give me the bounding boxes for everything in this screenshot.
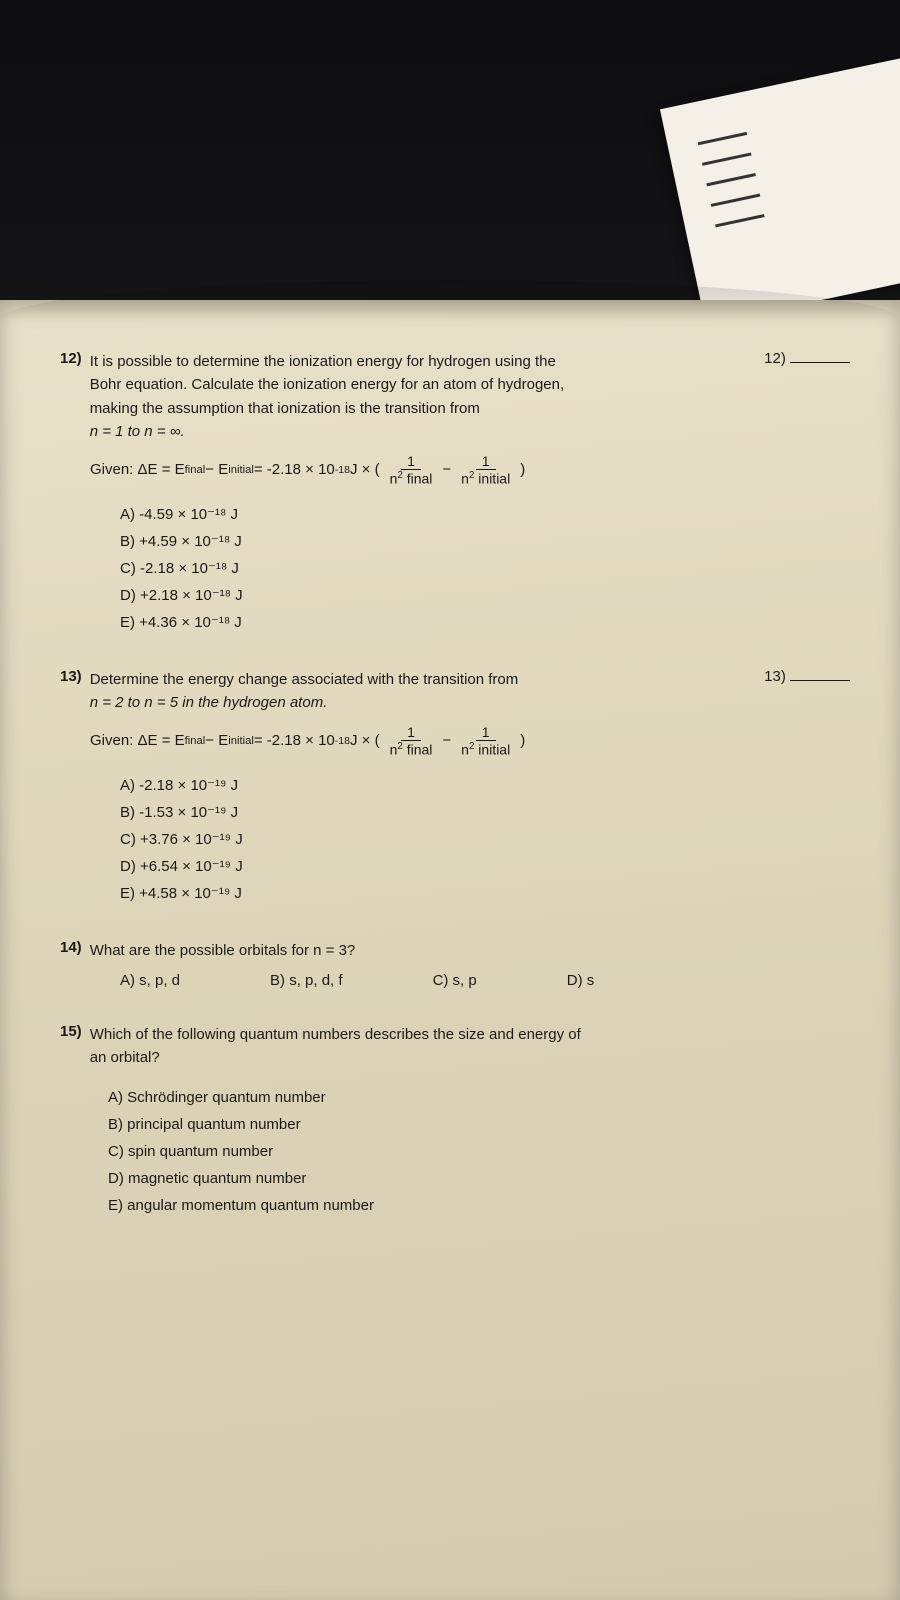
question-number: 14) — [60, 939, 82, 956]
option-b: B) +4.59 × 10⁻¹⁸ J — [120, 528, 860, 555]
given-formula: Given: ΔE = Efinal − Einitial = -2.18 × … — [90, 724, 860, 758]
options-list: A) -4.59 × 10⁻¹⁸ J B) +4.59 × 10⁻¹⁸ J C)… — [120, 501, 860, 636]
option-a: A) -2.18 × 10⁻¹⁹ J — [120, 772, 860, 799]
given-formula: Given: ΔE = Efinal − Einitial = -2.18 × … — [90, 453, 860, 487]
option-c: C) s, p — [433, 970, 477, 991]
option-e: E) +4.58 × 10⁻¹⁹ J — [120, 880, 860, 907]
question-text: What are the possible orbitals for n = 3… — [90, 939, 860, 962]
answer-blank-12: 12) — [764, 350, 850, 367]
options-list: A) -2.18 × 10⁻¹⁹ J B) -1.53 × 10⁻¹⁹ J C)… — [120, 772, 860, 907]
blank-label: 13) — [764, 668, 786, 685]
worksheet-page: 12) 12) It is possible to determine the … — [0, 300, 900, 1600]
option-c: C) spin quantum number — [108, 1138, 860, 1165]
option-a: A) s, p, d — [120, 970, 180, 991]
option-d: D) +2.18 × 10⁻¹⁸ J — [120, 582, 860, 609]
blank-line — [790, 362, 850, 363]
question-12: 12) 12) It is possible to determine the … — [60, 350, 860, 636]
question-number: 15) — [60, 1023, 82, 1040]
option-b: B) s, p, d, f — [270, 970, 343, 991]
corner-tick-marks — [698, 132, 765, 227]
question-15: 15) Which of the following quantum numbe… — [60, 1023, 860, 1219]
options-list: A) Schrödinger quantum number B) princip… — [108, 1084, 860, 1219]
question-number: 12) — [60, 350, 82, 367]
option-d: D) magnetic quantum number — [108, 1165, 860, 1192]
question-text: It is possible to determine the ionizati… — [90, 350, 860, 443]
option-a: A) Schrödinger quantum number — [108, 1084, 860, 1111]
question-14: 14) What are the possible orbitals for n… — [60, 939, 860, 991]
question-text: Which of the following quantum numbers d… — [90, 1023, 860, 1070]
option-d: D) +6.54 × 10⁻¹⁹ J — [120, 853, 860, 880]
option-c: C) -2.18 × 10⁻¹⁸ J — [120, 555, 860, 582]
option-b: B) -1.53 × 10⁻¹⁹ J — [120, 799, 860, 826]
question-text: Determine the energy change associated w… — [90, 668, 860, 715]
option-e: E) +4.36 × 10⁻¹⁸ J — [120, 609, 860, 636]
option-e: E) angular momentum quantum number — [108, 1192, 860, 1219]
question-13: 13) 13) Determine the energy change asso… — [60, 668, 860, 907]
option-c: C) +3.76 × 10⁻¹⁹ J — [120, 826, 860, 853]
question-number: 13) — [60, 668, 82, 685]
option-a: A) -4.59 × 10⁻¹⁸ J — [120, 501, 860, 528]
option-b: B) principal quantum number — [108, 1111, 860, 1138]
blank-label: 12) — [764, 350, 786, 367]
answer-blank-13: 13) — [764, 668, 850, 685]
blank-line — [790, 680, 850, 681]
option-d: D) s — [567, 970, 595, 991]
inline-options: A) s, p, d B) s, p, d, f C) s, p D) s — [120, 970, 860, 991]
